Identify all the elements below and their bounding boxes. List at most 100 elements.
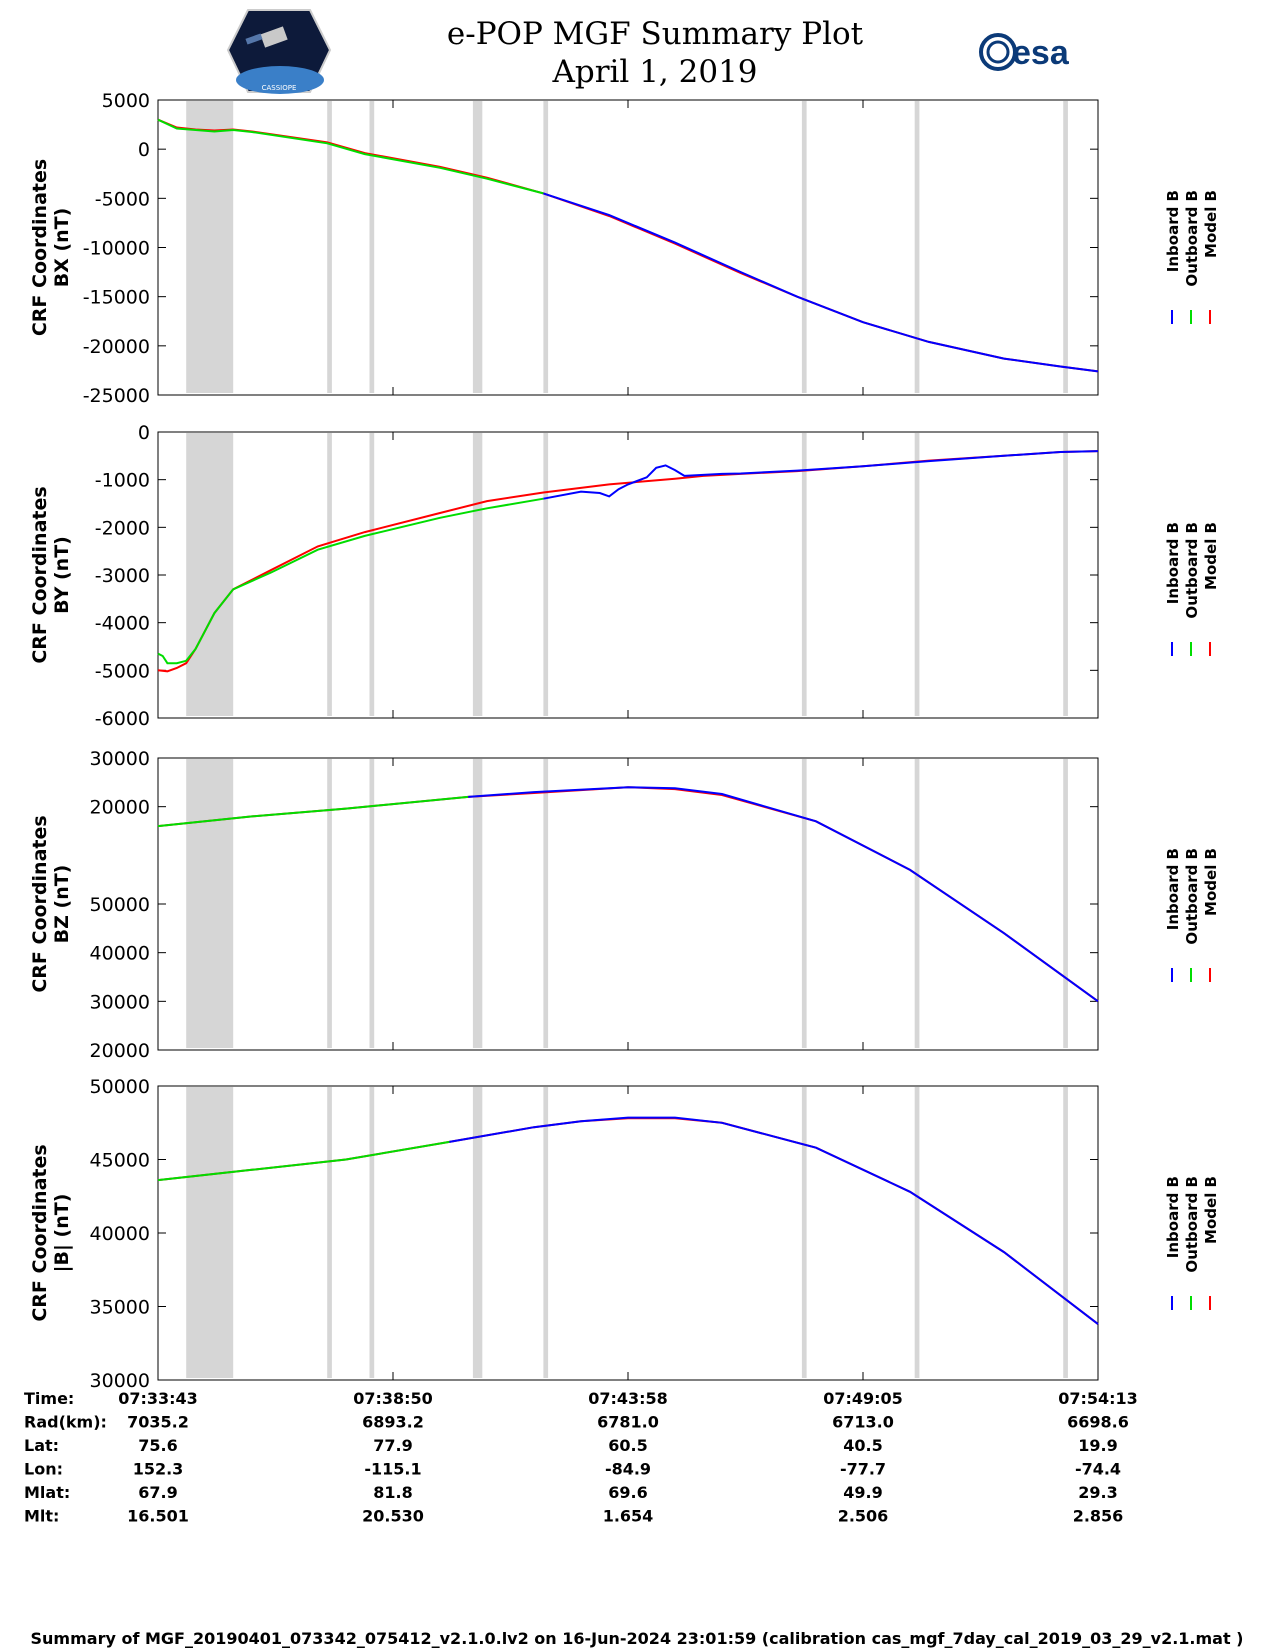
data-gap-band [914,759,920,1048]
plot-frame [157,431,1099,719]
panel-4: 50000 45000 40000 35000 30000 CRF Coordinates… [29,1076,1220,1392]
table-cell: 6698.6 [1067,1413,1129,1432]
data-gap-band [543,759,549,1048]
y-tick-label: -3000 [95,565,150,587]
y-tick-label: 30000 [90,991,150,1013]
table-row: Rad(km): 7035.2 6893.2 6781.0 6713.0 6698.6 [24,1413,1129,1432]
legend-label: Outboard B [1183,848,1201,945]
data-gap-band [186,101,234,393]
table-cell: 07:54:13 [1058,1389,1138,1408]
data-gap-band [186,1087,234,1378]
legend: Inboard B Outboard B Model B [1164,1176,1220,1310]
data-gap-band [543,1087,549,1378]
legend: Inboard B Outboard B Model B [1164,848,1220,982]
legend: Inboard B Outboard B Model B [1164,522,1220,656]
y-tick-label: 0 [138,422,150,444]
data-gap-band [801,101,807,393]
y-tick-label: 30000 [90,1370,150,1392]
data-gap-band [369,433,375,716]
table-cell: 07:33:43 [118,1389,198,1408]
panel-3: 30000 20000 50000 40000 30000 20000 CRF Coordi… [29,748,1220,1062]
series-line-model-b [157,786,1099,1003]
panel-1: 5000 0 -5000 -10000 -15000 -20000 -25000 CRF Co… [29,90,1220,407]
data-gap-band [186,759,234,1048]
table-cell: -74.4 [1075,1460,1121,1479]
legend-label: Model B [1202,522,1220,590]
series-line-outboard-b [157,118,544,195]
table-row: Time: 07:33:43 07:38:50 07:43:58 07:49:05 07:… [24,1389,1138,1408]
y-tick-label: -20000 [83,336,150,358]
table-cell: 1.654 [603,1507,654,1526]
data-gap-band [327,1087,332,1378]
footer-caption: Summary of MGF_20190401_073342_075412_v2… [31,1629,1244,1648]
table-row: Mlat: 67.9 81.8 69.6 49.9 29.3 [24,1483,1118,1502]
table-row-label: Mlt: [24,1507,59,1526]
series-line-inboard-b [449,1116,1099,1325]
table-cell: 6713.0 [832,1413,894,1432]
data-gap-band [1063,759,1068,1048]
table-cell: 75.6 [138,1436,177,1455]
title-line-1: e-POP MGF Summary Plot [447,16,864,52]
table-cell: 07:43:58 [588,1389,668,1408]
data-gap-band [369,759,375,1048]
table-cell: -84.9 [605,1460,651,1479]
table-row-label: Lat: [24,1436,59,1455]
table-cell: -77.7 [840,1460,886,1479]
series-line-outboard-b [157,497,544,665]
y-tick-label: -4000 [95,613,150,635]
data-gap-band [543,433,549,716]
table-cell: 2.856 [1073,1507,1124,1526]
y-tick-label: -6000 [95,708,150,730]
plot-frame [157,99,1099,396]
y-tick-label: 5000 [102,90,150,112]
y-tick-label: 50000 [90,1076,150,1098]
series-line-outboard-b [157,795,469,828]
table-row-label: Time: [24,1389,74,1408]
data-gap-band [327,433,332,716]
data-gap-band [327,759,332,1048]
legend: Inboard B Outboard B Model B [1164,190,1220,324]
legend-label: Inboard B [1164,190,1182,272]
table-cell: 7035.2 [127,1413,189,1432]
data-gap-band [801,1087,807,1378]
plot-frame [157,757,1099,1051]
table-cell: 6781.0 [597,1413,659,1432]
table-cell: 60.5 [608,1436,647,1455]
data-gap-band [369,1087,375,1378]
legend-label: Outboard B [1183,190,1201,287]
y-tick-label: -5000 [95,660,150,682]
y-tick-label: 50000 [90,894,150,916]
header: CASSIOPE e-POP MGF Summary Plot April 1,… [226,9,1070,94]
table-cell: 16.501 [127,1507,189,1526]
table-cell: -115.1 [364,1460,421,1479]
table-cell: 81.8 [373,1483,412,1502]
plot-frame [157,1085,1099,1381]
table-cell: 6893.2 [362,1413,424,1432]
y-tick-label: -1000 [95,470,150,492]
cassiope-logo-text: CASSIOPE [262,84,297,92]
table-cell: 29.3 [1078,1483,1117,1502]
table-cell: 19.9 [1078,1436,1117,1455]
table-cell: 20.530 [362,1507,424,1526]
legend-label: Model B [1202,1176,1220,1244]
y-tick-label: 30000 [90,748,150,770]
legend-label: Model B [1202,848,1220,916]
data-gap-band [369,101,375,393]
y-tick-label: -15000 [83,287,150,309]
series-line-outboard-b [157,1140,450,1182]
cassiope-logo: CASSIOPE [226,9,332,94]
y-axis-label: CRF CoordinatesBX (nT) [29,159,73,336]
y-tick-label: 40000 [90,943,150,965]
table-cell: 77.9 [373,1436,412,1455]
y-tick-label: 0 [138,139,150,161]
series-line-inboard-b [543,192,1099,373]
legend-label: Outboard B [1183,522,1201,619]
y-tick-label: 45000 [90,1150,150,1172]
data-gap-band [914,101,920,393]
y-tick-label: -5000 [95,188,150,210]
table-row-label: Rad(km): [24,1413,107,1432]
table-cell: 2.506 [838,1507,889,1526]
table-cell: 40.5 [843,1436,882,1455]
data-gap-band [472,1087,483,1378]
table-row: Mlt: 16.501 20.530 1.654 2.506 2.856 [24,1507,1123,1526]
